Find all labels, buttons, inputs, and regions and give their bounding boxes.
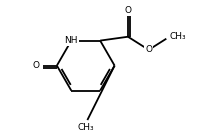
Text: O: O bbox=[33, 61, 40, 70]
Text: O: O bbox=[145, 45, 152, 54]
Text: NH: NH bbox=[64, 36, 78, 45]
Text: CH₃: CH₃ bbox=[169, 32, 186, 41]
Text: O: O bbox=[125, 6, 132, 15]
Text: CH₃: CH₃ bbox=[77, 123, 94, 132]
